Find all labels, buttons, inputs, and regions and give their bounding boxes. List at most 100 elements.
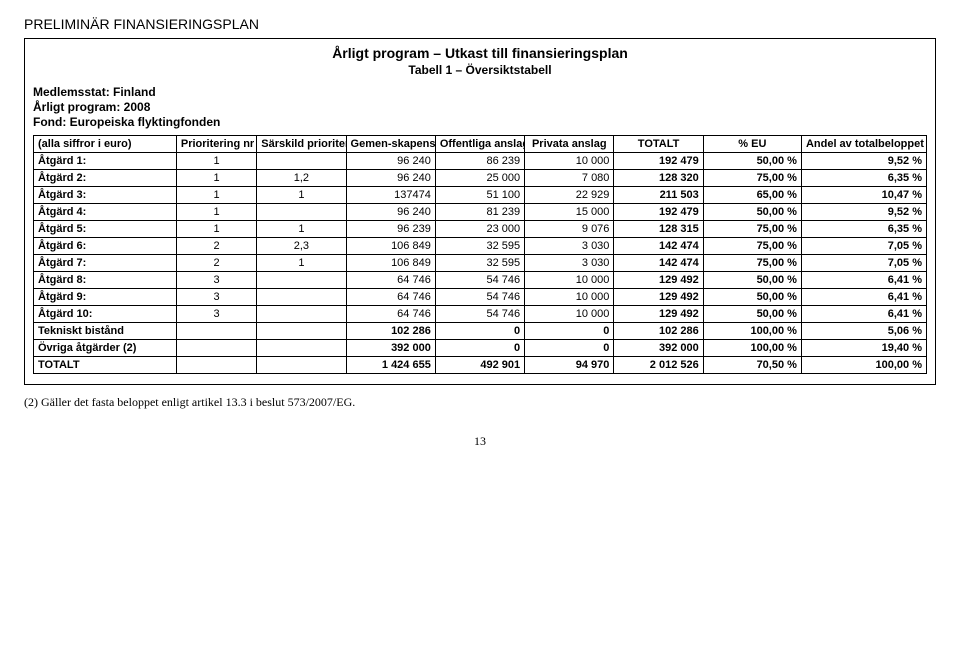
table-cell: 128 315	[614, 221, 703, 238]
table-cell: Övriga åtgärder (2)	[34, 340, 177, 357]
table-row: Övriga åtgärder (2)392 00000392 000100,0…	[34, 340, 927, 357]
table-cell	[257, 306, 346, 323]
table-cell	[257, 323, 346, 340]
table-cell	[257, 340, 346, 357]
table-row: Åtgärd 4:196 24081 23915 000192 47950,00…	[34, 204, 927, 221]
table-cell: 22 929	[525, 187, 614, 204]
table-cell: 96 239	[346, 221, 435, 238]
table-cell: 100,00 %	[703, 340, 801, 357]
table-row: Åtgärd 7:21106 84932 5953 030142 47475,0…	[34, 255, 927, 272]
col-public: Offentliga anslag	[435, 136, 524, 153]
table-cell	[257, 272, 346, 289]
table-cell: 1,2	[257, 170, 346, 187]
table-cell: 75,00 %	[703, 238, 801, 255]
table-cell: 1	[176, 170, 256, 187]
table-cell: 3 030	[525, 255, 614, 272]
table-cell: 1	[176, 153, 256, 170]
table-cell: 106 849	[346, 238, 435, 255]
table-cell: 106 849	[346, 255, 435, 272]
table-cell: 102 286	[614, 323, 703, 340]
meta-member-state: Medlemsstat: Finland	[33, 85, 927, 99]
table-cell: 2	[176, 238, 256, 255]
table-cell: 6,35 %	[801, 221, 926, 238]
table-cell: 54 746	[435, 289, 524, 306]
col-specprio: Särskild prioritering nr	[257, 136, 346, 153]
table-cell: 54 746	[435, 272, 524, 289]
table-cell: 6,41 %	[801, 272, 926, 289]
table-row: TOTALT1 424 655492 90194 9702 012 52670,…	[34, 357, 927, 374]
table-cell: 192 479	[614, 204, 703, 221]
table-cell: Åtgärd 7:	[34, 255, 177, 272]
table-cell: 1	[257, 187, 346, 204]
table-cell: 392 000	[346, 340, 435, 357]
table-cell: 86 239	[435, 153, 524, 170]
table-cell: 64 746	[346, 306, 435, 323]
page-number: 13	[24, 434, 936, 449]
table-row: Åtgärd 5:1196 23923 0009 076128 31575,00…	[34, 221, 927, 238]
table-cell: TOTALT	[34, 357, 177, 374]
table-cell: 10 000	[525, 153, 614, 170]
table-cell: 51 100	[435, 187, 524, 204]
table-cell: 211 503	[614, 187, 703, 204]
table-cell: 10 000	[525, 306, 614, 323]
table-cell: 129 492	[614, 306, 703, 323]
table-cell: 129 492	[614, 272, 703, 289]
table-header-row: (alla siffror i euro) Prioritering nr Sä…	[34, 136, 927, 153]
table-cell: 2 012 526	[614, 357, 703, 374]
table-cell: 1	[176, 204, 256, 221]
col-private: Privata anslag	[525, 136, 614, 153]
table-cell: 7,05 %	[801, 255, 926, 272]
table-cell	[257, 204, 346, 221]
table-cell: 0	[435, 323, 524, 340]
table-cell: 75,00 %	[703, 255, 801, 272]
table-cell: 54 746	[435, 306, 524, 323]
table-cell	[257, 153, 346, 170]
plan-title: Årligt program – Utkast till finansierin…	[33, 45, 927, 61]
table-cell: 492 901	[435, 357, 524, 374]
table-cell: 1	[257, 255, 346, 272]
table-cell: 6,41 %	[801, 306, 926, 323]
meta-program: Årligt program: 2008	[33, 100, 927, 114]
table-cell: Åtgärd 5:	[34, 221, 177, 238]
table-cell: 0	[435, 340, 524, 357]
col-contrib: Gemen-skapens bidrag	[346, 136, 435, 153]
table-cell: Åtgärd 9:	[34, 289, 177, 306]
footnote: (2) Gäller det fasta beloppet enligt art…	[24, 395, 936, 410]
table-row: Tekniskt bistånd102 28600102 286100,00 %…	[34, 323, 927, 340]
table-cell: 5,06 %	[801, 323, 926, 340]
table-cell: Tekniskt bistånd	[34, 323, 177, 340]
table-cell: 96 240	[346, 170, 435, 187]
table-cell: 10,47 %	[801, 187, 926, 204]
table-cell: 0	[525, 323, 614, 340]
table-cell: 50,00 %	[703, 306, 801, 323]
table-cell: 94 970	[525, 357, 614, 374]
table-cell	[176, 357, 256, 374]
financing-table: (alla siffror i euro) Prioritering nr Sä…	[33, 135, 927, 374]
table-cell: 6,35 %	[801, 170, 926, 187]
table-cell: 7 080	[525, 170, 614, 187]
table-row: Åtgärd 3:1113747451 10022 929211 50365,0…	[34, 187, 927, 204]
table-cell: 50,00 %	[703, 153, 801, 170]
col-prio: Prioritering nr	[176, 136, 256, 153]
table-cell: 1	[176, 187, 256, 204]
table-cell: 32 595	[435, 238, 524, 255]
table-cell: 9,52 %	[801, 204, 926, 221]
table-cell: 129 492	[614, 289, 703, 306]
table-cell: Åtgärd 3:	[34, 187, 177, 204]
table-row: Åtgärd 10:364 74654 74610 000129 49250,0…	[34, 306, 927, 323]
table-cell: 96 240	[346, 153, 435, 170]
table-cell: Åtgärd 1:	[34, 153, 177, 170]
table-row: Åtgärd 8:364 74654 74610 000129 49250,00…	[34, 272, 927, 289]
table-cell: 128 320	[614, 170, 703, 187]
table-cell: 142 474	[614, 238, 703, 255]
table-cell: 32 595	[435, 255, 524, 272]
table-cell: 192 479	[614, 153, 703, 170]
table-cell: 6,41 %	[801, 289, 926, 306]
table-cell: 102 286	[346, 323, 435, 340]
table-cell: 50,00 %	[703, 204, 801, 221]
table-cell: 2	[176, 255, 256, 272]
table-cell: 10 000	[525, 272, 614, 289]
table-cell: 23 000	[435, 221, 524, 238]
table-cell: 142 474	[614, 255, 703, 272]
table-cell: 3	[176, 289, 256, 306]
